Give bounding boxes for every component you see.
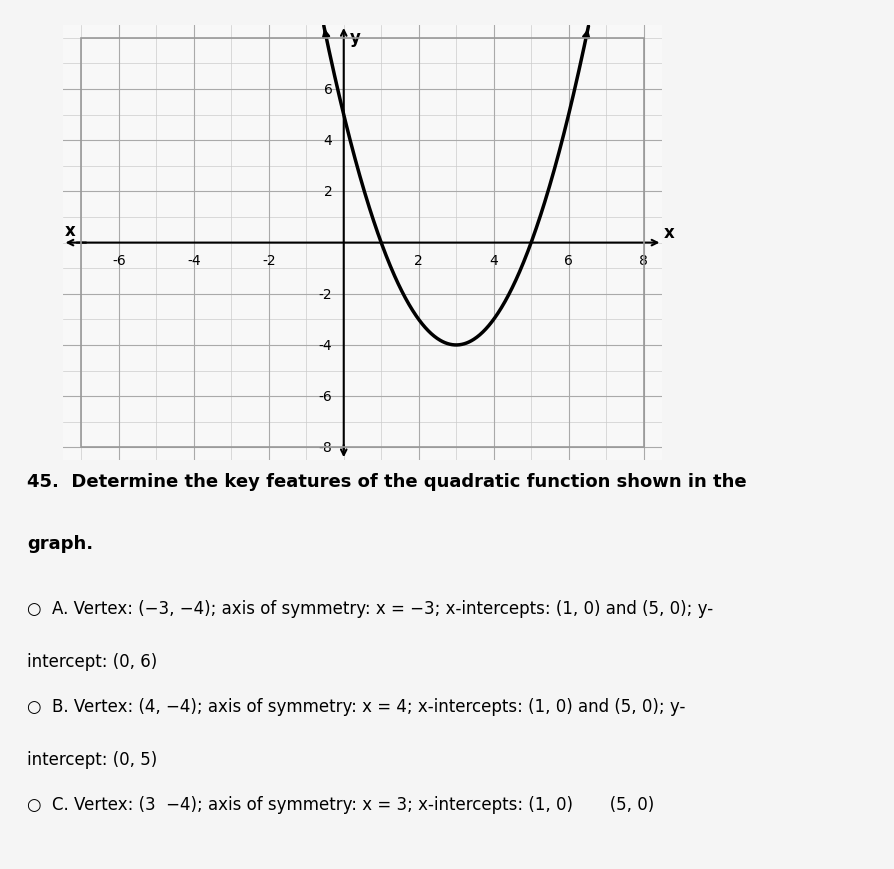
Text: 6: 6 xyxy=(324,83,333,97)
Text: ○  A. Vertex: (−3, −4); axis of symmetry: x = −3; x-intercepts: (1, 0) and (5, 0: ○ A. Vertex: (−3, −4); axis of symmetry:… xyxy=(27,600,713,617)
Text: 2: 2 xyxy=(324,185,333,199)
Text: -4: -4 xyxy=(318,339,333,353)
Text: x: x xyxy=(663,224,674,242)
Text: -8: -8 xyxy=(318,441,333,454)
Text: -2: -2 xyxy=(262,254,275,268)
Text: 4: 4 xyxy=(489,254,497,268)
Text: intercept: (0, 5): intercept: (0, 5) xyxy=(27,751,157,768)
Text: -6: -6 xyxy=(318,389,333,404)
Text: -6: -6 xyxy=(112,254,125,268)
Text: 4: 4 xyxy=(324,134,333,148)
Text: 6: 6 xyxy=(563,254,572,268)
Text: ○  C. Vertex: (3  −4); axis of symmetry: x = 3; x-intercepts: (1, 0)       (5, 0: ○ C. Vertex: (3 −4); axis of symmetry: x… xyxy=(27,795,654,813)
Text: x: x xyxy=(64,222,75,240)
Text: y: y xyxy=(350,29,360,47)
Text: -4: -4 xyxy=(187,254,200,268)
Text: -2: -2 xyxy=(318,288,333,302)
Text: ○  B. Vertex: (4, −4); axis of symmetry: x = 4; x-intercepts: (1, 0) and (5, 0);: ○ B. Vertex: (4, −4); axis of symmetry: … xyxy=(27,698,685,715)
Text: graph.: graph. xyxy=(27,534,93,552)
Text: 8: 8 xyxy=(638,254,647,268)
Text: 45.  Determine the key features of the quadratic function shown in the: 45. Determine the key features of the qu… xyxy=(27,473,746,491)
Text: 2: 2 xyxy=(414,254,423,268)
Text: intercept: (0, 6): intercept: (0, 6) xyxy=(27,653,157,671)
